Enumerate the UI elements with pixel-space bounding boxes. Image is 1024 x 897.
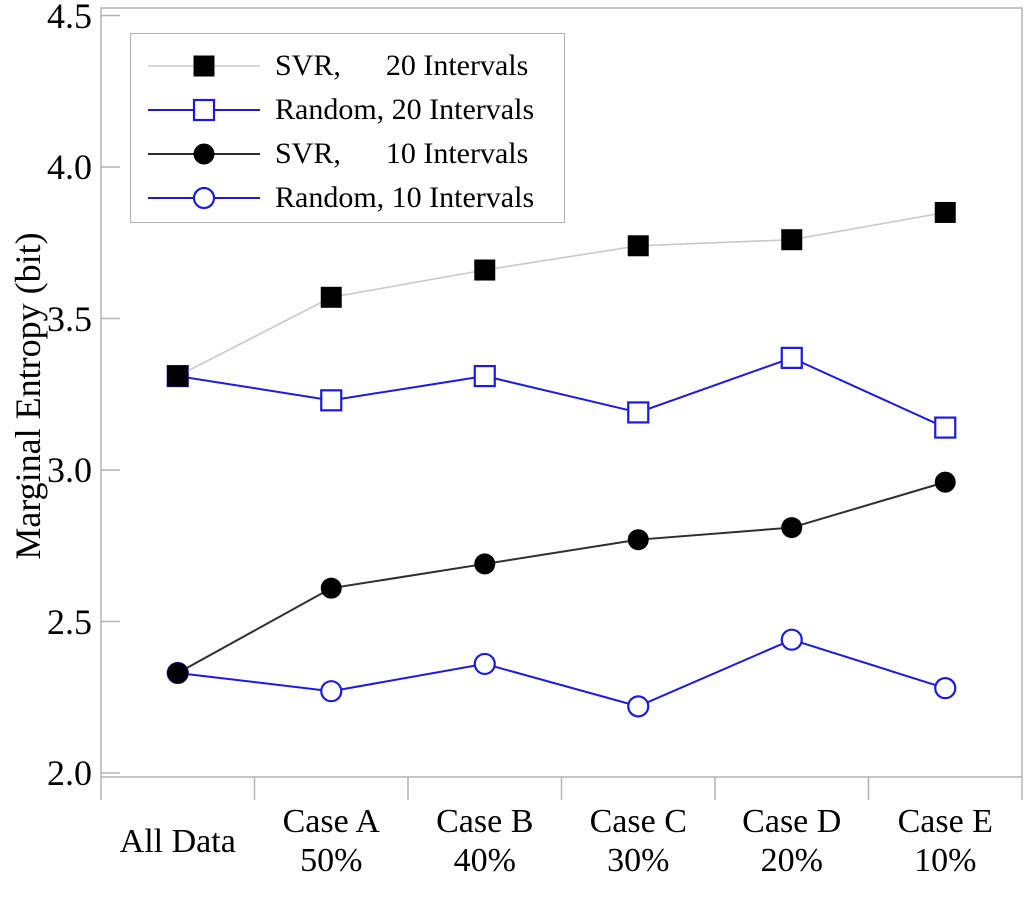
legend-row: SVR, 10 Intervals [131,132,564,176]
marker-filled-square [320,286,342,308]
marker-filled-circle [193,143,215,165]
marker-filled-circle [474,553,496,575]
legend-row: Random, 20 Intervals [131,88,564,132]
legend-swatch [148,186,260,210]
x-tick-label-line1: Case E [897,803,993,840]
x-tick-label-line2: 30% [607,842,670,879]
series-line [177,481,946,674]
series-svr-10-intervals [167,471,956,684]
x-tick-label-line1: All Data [119,823,236,860]
legend-label: Random, 10 Intervals [275,181,535,214]
y-tick-label: 2.0 [47,753,92,793]
marker-filled-square [934,201,956,223]
marker-filled-circle [320,577,342,599]
marker-filled-circle [167,662,189,684]
marker-open-square [934,416,957,439]
legend-swatch [148,55,260,77]
marker-filled-square [781,229,803,251]
marker-filled-square [627,235,649,257]
y-tick-label: 3.0 [47,450,92,490]
marker-filled-square [167,365,189,387]
series-line [177,638,946,708]
marker-open-square [192,98,216,122]
x-tick-label-line2: 50% [300,842,363,879]
marker-open-circle [627,695,650,718]
marker-filled-square [193,55,215,77]
marker-filled-square [474,259,496,281]
x-tick-label-line1: Case A [282,803,380,840]
x-tick-label-line1: Case B [436,803,534,840]
x-tick-label-line1: Case C [589,803,687,840]
x-tick-label: Case B 40% [436,802,533,880]
x-tick-label: Case A 50% [283,802,380,880]
y-tick-label: 3.5 [47,298,92,339]
x-tick-label: Case E 10% [898,802,993,880]
marker-open-circle [473,652,496,676]
y-tick-label: 4.0 [47,147,92,187]
y-tick-label: 2.5 [47,601,92,642]
series-svr-20-intervals [167,201,956,387]
series-random-20-intervals [166,346,957,439]
series-line [177,211,946,377]
marker-open-circle [934,677,957,700]
legend-swatch [148,98,260,122]
legend: SVR, 20 Intervals Random, 20 Intervals SVR… [130,33,565,223]
marker-open-square [473,364,496,388]
marker-open-circle [320,680,343,703]
marker-open-circle [780,628,803,651]
marker-open-circle [192,186,216,210]
legend-row: Random, 10 Intervals [131,176,564,220]
marker-open-square [627,401,650,424]
series-random-10-intervals [166,628,957,718]
marker-open-square [320,389,343,412]
x-tick-label: Case C 30% [590,802,687,880]
x-tick-label-line2: 10% [914,842,977,879]
legend-row: SVR, 20 Intervals [131,44,564,88]
legend-label: SVR, 20 Intervals [275,49,529,82]
marker-filled-circle [627,529,649,551]
x-tick-label: Case D 20% [742,802,841,880]
series-line [177,356,946,429]
legend-label: SVR, 10 Intervals [275,137,529,170]
legend-swatch [148,143,260,165]
y-axis-title: Marginal Entropy (bit) [8,232,48,560]
x-tick-label-line1: Case D [742,803,842,840]
marker-filled-circle [934,471,956,493]
marker-open-square [780,346,803,369]
y-tick-label: 4.5 [47,0,92,36]
x-tick-label-line2: 40% [453,842,516,879]
x-tick-label-line2: 20% [760,842,823,879]
marker-filled-circle [781,517,803,539]
legend-label: Random, 20 Intervals [275,93,535,126]
x-tick-label: All Data [120,802,236,861]
